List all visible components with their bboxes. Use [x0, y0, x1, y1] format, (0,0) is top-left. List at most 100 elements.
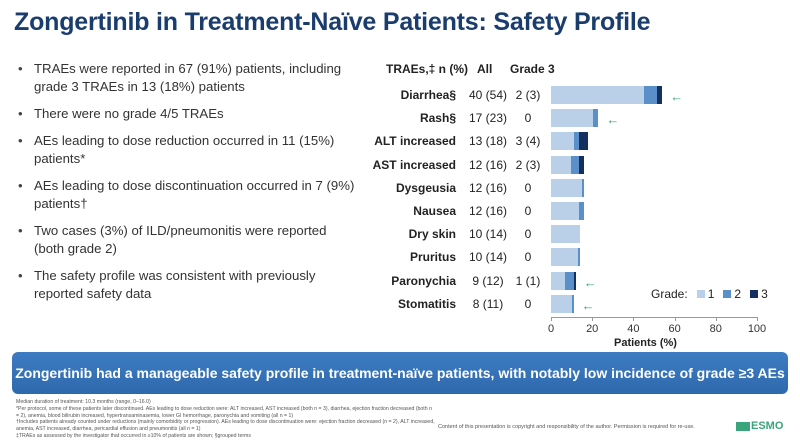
bar-grade2: [573, 132, 579, 151]
x-tick: [592, 317, 594, 321]
header-traes: TRAEs,‡ n (%): [386, 62, 469, 76]
conclusion-banner: Zongertinib had a manageable safety prof…: [12, 352, 788, 394]
bar-grade1: [551, 271, 566, 290]
bar-grade1: [551, 248, 578, 267]
x-tick: [633, 317, 635, 321]
x-tick-label: 100: [747, 323, 767, 335]
bar-grade2: [581, 178, 584, 197]
grade3-value: 0: [524, 111, 532, 126]
x-tick: [715, 317, 717, 321]
footnotes: Median duration of treatment: 10.3 month…: [16, 399, 436, 440]
copyright-notice: Content of this presentation is copyrigh…: [438, 424, 695, 430]
all-value: 12 (16): [468, 180, 508, 195]
row-label: Diarrhea§: [400, 88, 456, 102]
header-grade3: Grade 3: [510, 62, 555, 76]
row-label: Rash§: [419, 111, 456, 126]
slide-title: Zongertinib in Treatment-Naïve Patients:…: [14, 8, 651, 36]
bar-grade2: [593, 109, 599, 128]
x-axis-label: Patients (%): [614, 337, 677, 349]
bar-grade1: [551, 155, 571, 174]
row-label: Nausea: [413, 204, 456, 218]
bullet-item: There were no grade 4/5 TRAEs: [18, 105, 358, 123]
all-value: 12 (16): [468, 204, 508, 218]
bar-grade2: [571, 294, 574, 313]
all-value: 40 (54): [468, 88, 508, 102]
row-label: Dry skin: [408, 227, 456, 242]
bar-grade2: [570, 155, 579, 174]
chart-row: AST increased 12 (16) 2 (3): [370, 154, 790, 176]
legend-swatch-2: [723, 290, 732, 298]
grade3-value: 1 (1): [515, 273, 541, 288]
chart-row: Dry skin 10 (14) 0: [370, 223, 790, 245]
bullet-item: AEs leading to dose discontinuation occu…: [18, 177, 358, 213]
x-tick-label: 60: [668, 323, 681, 335]
bullet-item: TRAEs were reported in 67 (91%) patients…: [18, 60, 358, 96]
legend-title: Grade:: [651, 287, 688, 301]
bar-grade1: [551, 132, 574, 151]
bullet-list: TRAEs were reported in 67 (91%) patients…: [18, 60, 358, 312]
legend-swatch-3: [750, 290, 759, 298]
grade3-value: 0: [524, 250, 532, 265]
bar-grade2: [578, 202, 584, 220]
grade3-value: 0: [524, 227, 532, 242]
bar-grade3: [657, 86, 663, 104]
x-axis: [551, 317, 757, 318]
bullet-item: The safety profile was consistent with p…: [18, 267, 358, 303]
bar-grade2: [565, 271, 574, 290]
x-tick-label: 80: [709, 323, 722, 335]
x-tick-label: 0: [547, 323, 555, 335]
row-label: ALT increased: [374, 134, 456, 149]
row-label: Paronychia: [391, 273, 456, 288]
chart-row: Dysgeusia 12 (16) 0: [370, 177, 790, 199]
footnote: Median duration of treatment: 10.3 month…: [16, 399, 151, 405]
arrow-icon: ←: [606, 112, 620, 128]
legend: Grade: 1 2 3: [651, 287, 768, 301]
bar-grade1: [551, 225, 580, 244]
grade3-value: 0: [524, 204, 532, 218]
bar-grade2: [643, 86, 658, 104]
chart-row: Stomatitis 8 (11) 0 ←: [370, 293, 790, 315]
all-value: 10 (14): [468, 227, 508, 242]
row-label: AST increased: [372, 157, 456, 172]
x-tick: [551, 317, 552, 321]
bar-grade1: [551, 178, 582, 197]
chart-row: Diarrhea§ 40 (54) 2 (3) ←: [370, 84, 790, 106]
x-tick-label: 20: [586, 323, 599, 335]
bar-grade1: [551, 109, 594, 128]
bar-grade2: [577, 248, 580, 267]
legend-swatch-1: [696, 290, 705, 298]
bar-grade3: [573, 271, 576, 290]
x-tick-label: 40: [627, 323, 640, 335]
chart-row: Nausea 12 (16) 0: [370, 200, 790, 222]
grade3-value: 2 (3): [515, 88, 541, 102]
all-value: 9 (12): [472, 273, 504, 288]
bar-grade3: [578, 155, 584, 174]
esmo-logo: ESMO: [736, 420, 783, 432]
bullet-item: AEs leading to dose reduction occurred i…: [18, 132, 358, 168]
all-value: 12 (16): [468, 157, 508, 172]
chart-row: Paronychia 9 (12) 1 (1) ←: [370, 270, 790, 292]
x-tick: [757, 317, 758, 321]
grade3-value: 3 (4): [515, 134, 541, 149]
arrow-icon: ←: [583, 274, 597, 290]
all-value: 17 (23): [468, 111, 508, 126]
footnote: ‡TRAEs as assessed by the investigator t…: [16, 432, 251, 439]
bar-grade1: [551, 86, 644, 104]
chart-row: ALT increased 13 (18) 3 (4): [370, 130, 790, 152]
all-value: 13 (18): [468, 134, 508, 149]
bullet-item: Two cases (3%) of ILD/pneumonitis were r…: [18, 222, 358, 258]
grade3-value: 2 (3): [515, 157, 541, 172]
all-value: 10 (14): [468, 250, 508, 265]
chart-row: Pruritus 10 (14) 0: [370, 246, 790, 268]
bar-grade1: [551, 294, 572, 313]
legend-label: 1: [707, 287, 715, 301]
legend-label: 3: [761, 287, 768, 301]
footnote: †Includes patients already counted under…: [16, 419, 435, 433]
row-label: Stomatitis: [397, 296, 456, 311]
header-all: All: [477, 62, 493, 76]
x-tick: [674, 317, 676, 321]
grade3-value: 0: [524, 180, 532, 195]
bar-grade1: [551, 202, 579, 220]
legend-label: 2: [734, 287, 742, 301]
grade3-value: 0: [524, 296, 532, 311]
